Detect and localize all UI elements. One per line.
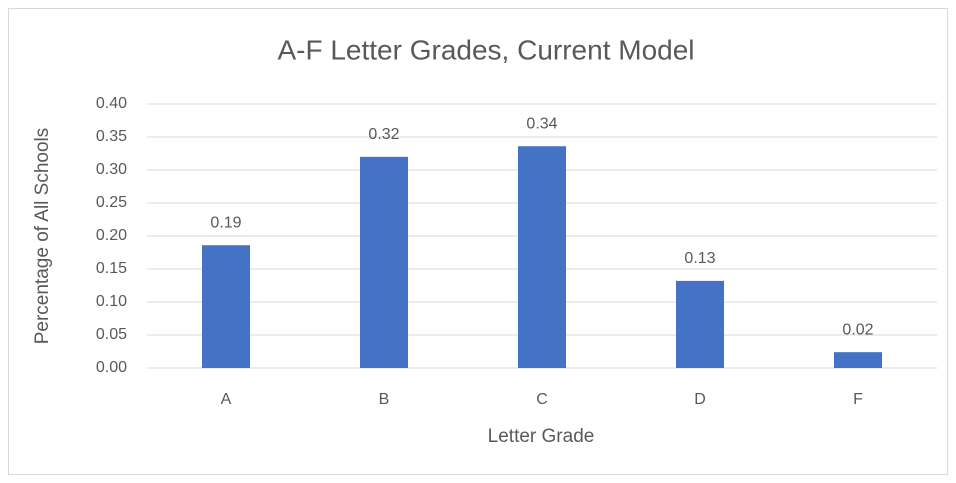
y-tick-label: 0.20	[96, 227, 127, 244]
bar	[201, 245, 251, 368]
y-tick-label: 0.30	[96, 161, 127, 178]
data-label: 0.19	[210, 214, 241, 231]
data-label: 0.02	[842, 321, 873, 338]
data-label: 0.34	[526, 115, 557, 132]
y-tick-label: 0.10	[96, 293, 127, 310]
data-label: 0.13	[684, 250, 715, 267]
x-tick-label: D	[694, 391, 706, 408]
x-axis-label: Letter Grade	[488, 426, 595, 447]
bar	[675, 280, 725, 368]
x-tick-label: A	[221, 391, 232, 408]
y-tick-label: 0.35	[96, 128, 127, 145]
y-tick-label: 0.40	[96, 95, 127, 112]
x-tick-label: B	[379, 391, 390, 408]
x-tick-label: C	[536, 391, 548, 408]
bar	[517, 146, 567, 368]
chart-title: A-F Letter Grades, Current Model	[277, 34, 694, 65]
y-tick-label: 0.00	[96, 359, 127, 376]
y-tick-label: 0.25	[96, 194, 127, 211]
y-axis-label: Percentage of All Schools	[32, 128, 53, 345]
y-tick-label: 0.05	[96, 326, 127, 343]
y-tick-label: 0.15	[96, 260, 127, 277]
bar	[359, 156, 409, 368]
data-label: 0.32	[368, 126, 399, 143]
x-tick-label: F	[853, 391, 863, 408]
bar	[833, 352, 883, 368]
chart-frame	[8, 8, 948, 475]
